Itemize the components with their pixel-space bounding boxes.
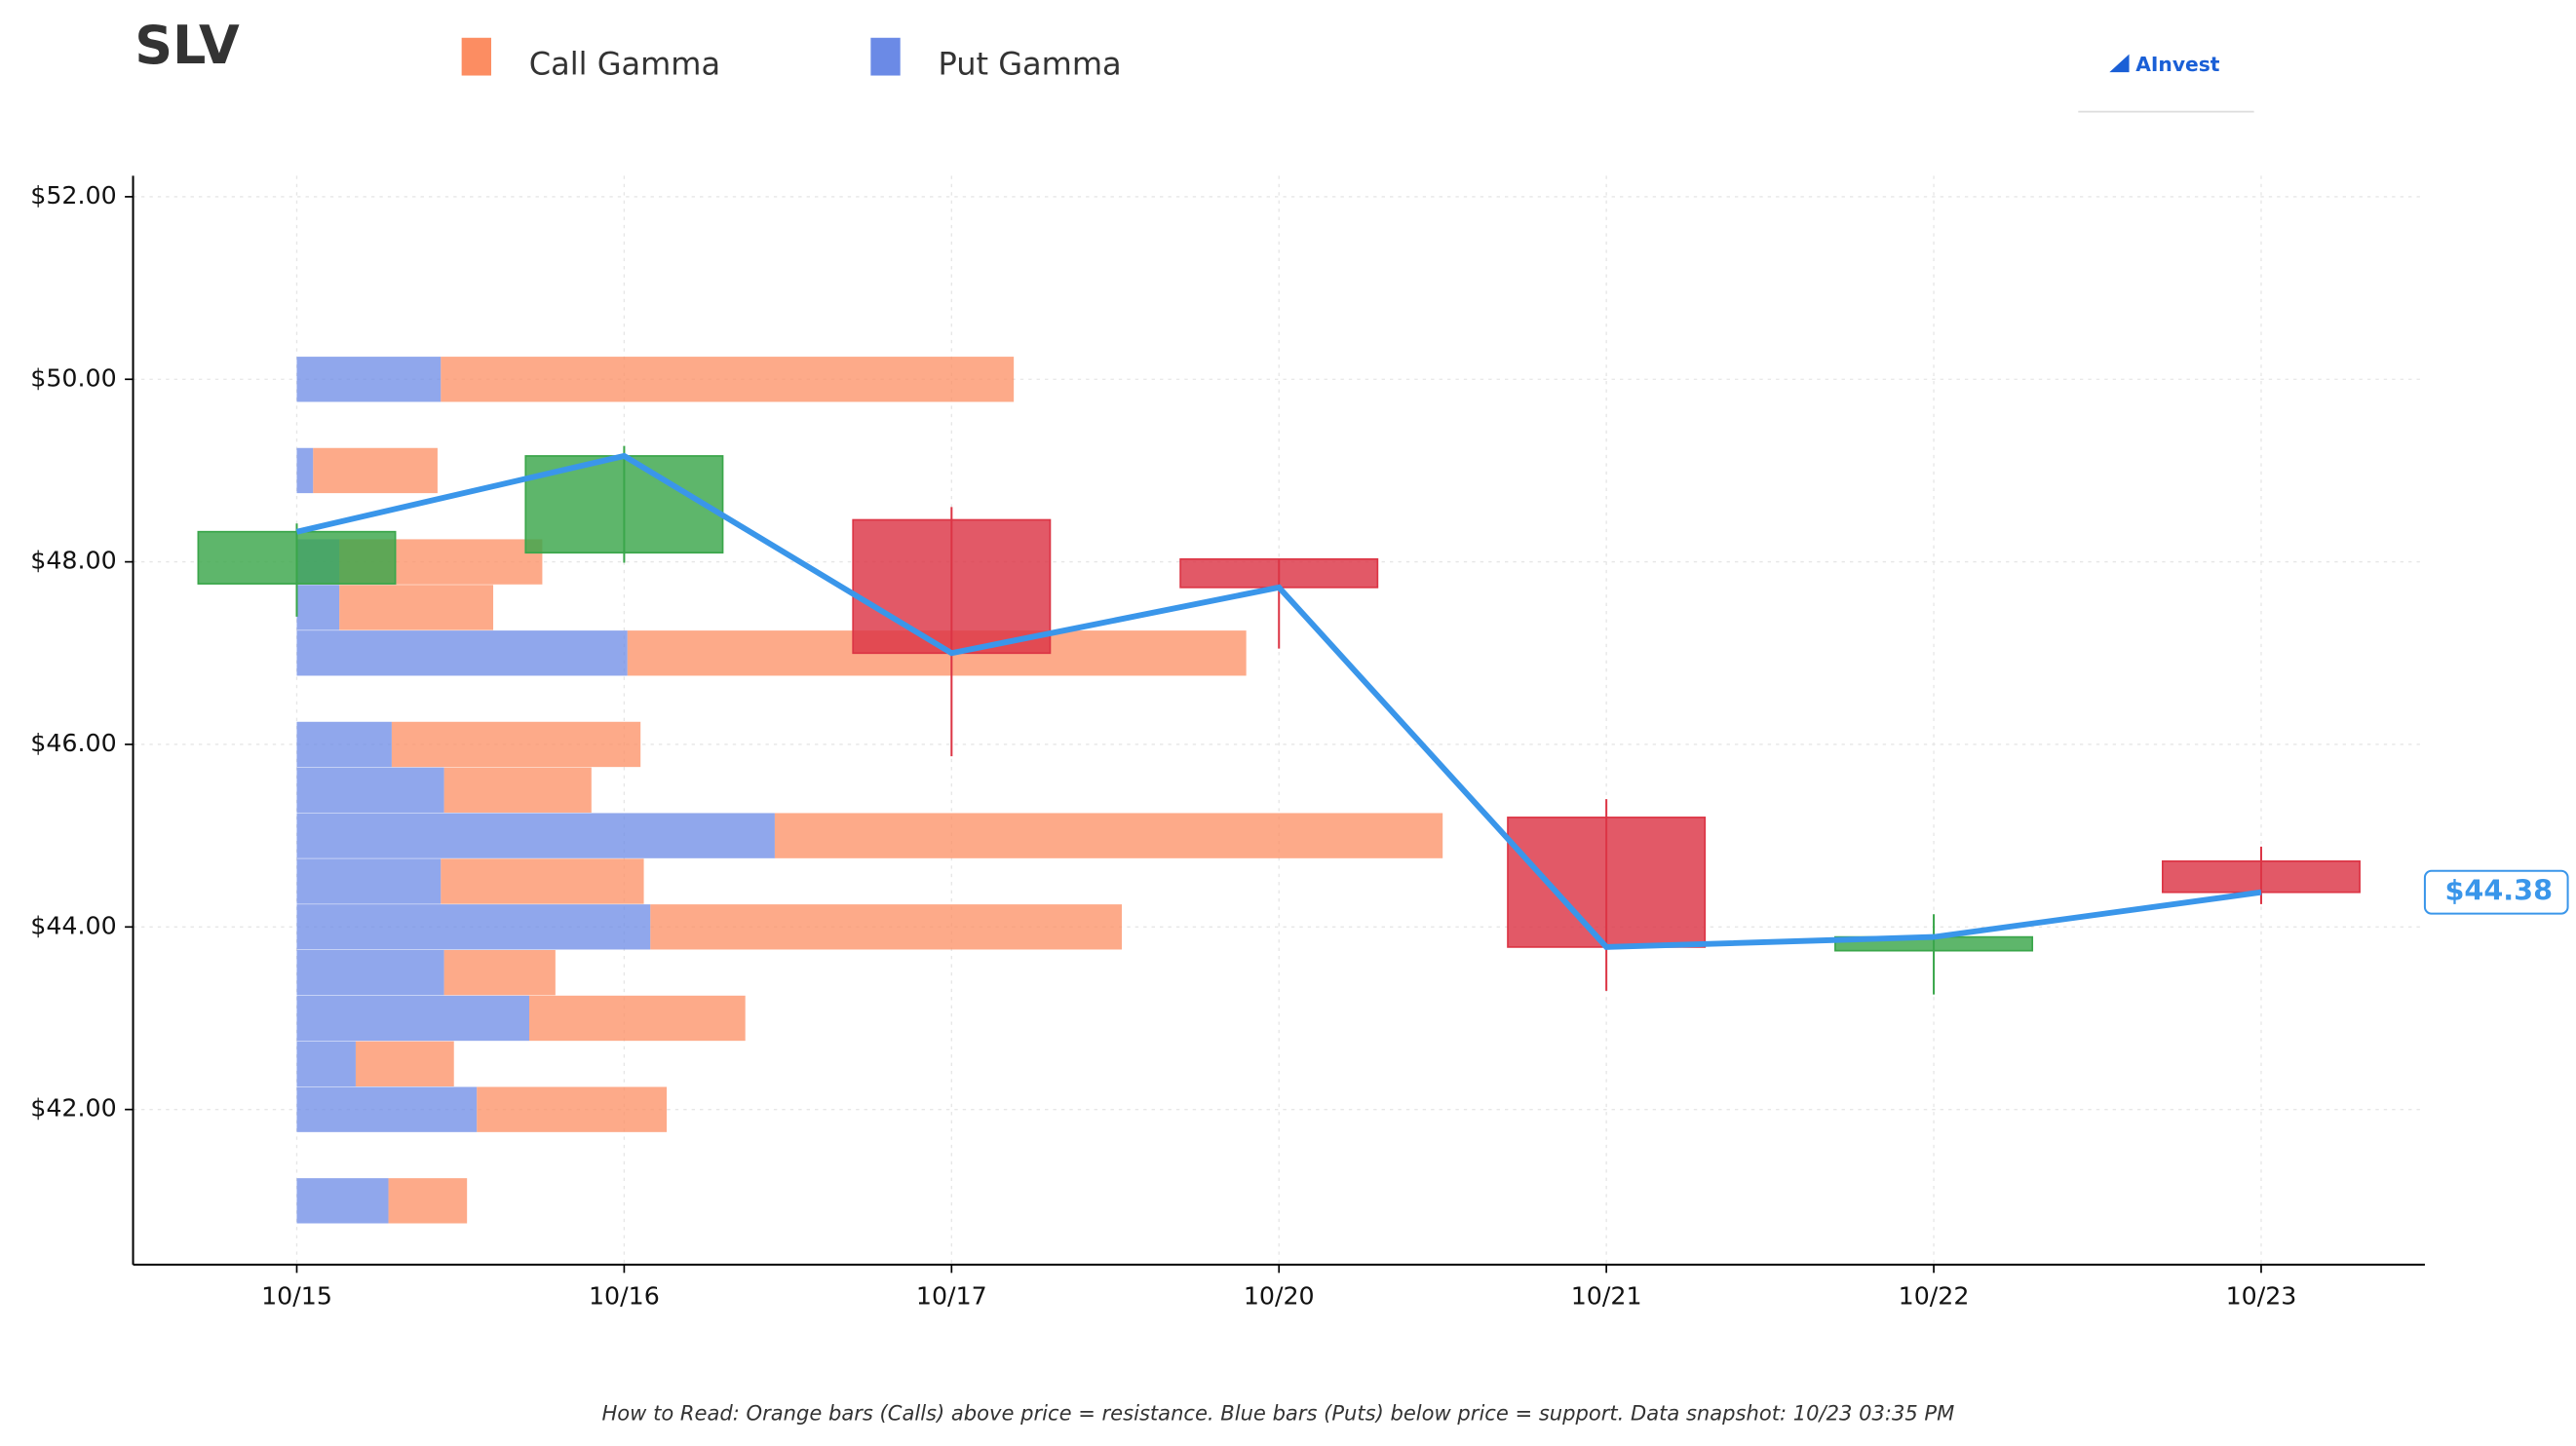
y-tick-label: $48.00	[30, 547, 116, 575]
call-gamma-bar	[477, 1086, 668, 1132]
chart-title: SLV	[135, 15, 240, 76]
put-gamma-bar	[296, 858, 442, 904]
x-tick-label: 10/21	[1571, 1282, 1642, 1311]
put-gamma-bar	[296, 357, 442, 402]
call-gamma-bar	[443, 767, 592, 813]
price-tag: $44.38	[2445, 874, 2554, 907]
y-tick-label: $50.00	[30, 363, 116, 392]
put-gamma-bar	[296, 447, 314, 494]
call-gamma-bar	[443, 949, 556, 996]
put-gamma-bar	[296, 1041, 356, 1086]
put-gamma-bar	[296, 995, 529, 1042]
y-tick-label: $52.00	[30, 181, 116, 209]
legend-label: Put Gamma	[938, 45, 1121, 82]
x-tick-label: 10/17	[916, 1282, 987, 1311]
legend-swatch	[870, 37, 901, 76]
put-gamma-bar	[296, 1086, 478, 1132]
y-tick-label: $44.00	[30, 911, 116, 939]
x-tick-label: 10/23	[2226, 1282, 2297, 1311]
price-tag-box	[2423, 869, 2569, 915]
candle-body	[1179, 557, 1379, 589]
candle-body	[197, 530, 397, 585]
logo-icon	[2109, 54, 2130, 73]
y-tick-label: $42.00	[30, 1094, 116, 1123]
legend-swatch	[461, 37, 491, 76]
put-gamma-bar	[296, 904, 651, 950]
call-gamma-bar	[388, 1178, 468, 1224]
put-gamma-bar	[296, 721, 392, 768]
x-tick-label: 10/15	[261, 1282, 332, 1311]
y-tick-label: $46.00	[30, 729, 116, 757]
candle-body	[2161, 860, 2361, 894]
call-gamma-bar	[441, 357, 1015, 402]
call-gamma-bar	[441, 858, 644, 904]
candle-body	[852, 518, 1052, 655]
footnote: How to Read: Orange bars (Calls) above p…	[601, 1400, 1954, 1425]
logo: AInvest	[2135, 53, 2219, 76]
x-tick-label: 10/22	[1899, 1282, 1970, 1311]
call-gamma-bar	[313, 447, 438, 494]
candle-body	[1507, 817, 1707, 948]
call-gamma-bar	[650, 904, 1122, 950]
put-gamma-bar	[296, 949, 444, 996]
put-gamma-bar	[296, 585, 340, 630]
call-gamma-bar	[774, 813, 1443, 858]
call-gamma-bar	[528, 995, 746, 1042]
put-gamma-bar	[296, 1178, 389, 1224]
put-gamma-bar	[296, 767, 444, 813]
call-gamma-bar	[355, 1041, 454, 1086]
put-gamma-bar	[296, 630, 628, 676]
call-gamma-bar	[391, 721, 641, 768]
call-gamma-bar	[339, 585, 494, 630]
x-tick-label: 10/16	[589, 1282, 660, 1311]
put-gamma-bar	[296, 813, 775, 858]
legend-label: Call Gamma	[529, 45, 720, 82]
close-line	[295, 452, 2262, 950]
x-tick-label: 10/20	[1244, 1282, 1315, 1311]
